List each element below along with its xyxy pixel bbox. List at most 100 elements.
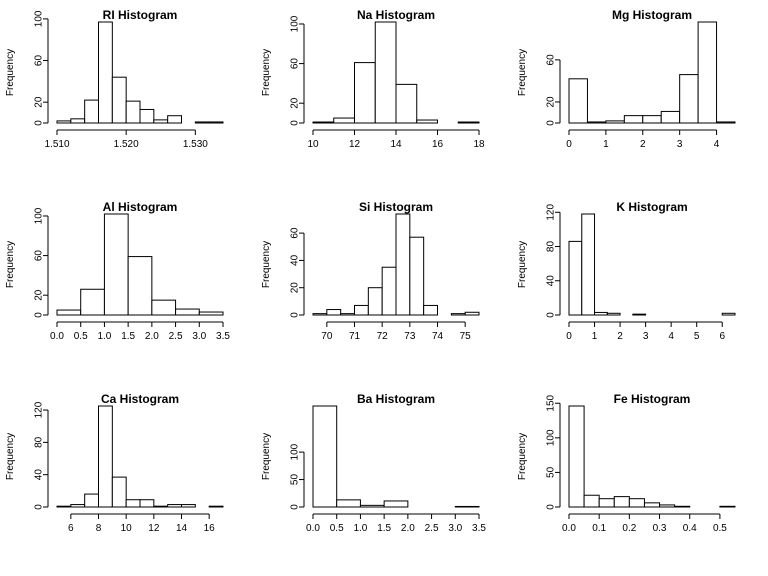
histogram-bar	[354, 62, 376, 124]
x-tick-label: 0.5	[713, 523, 727, 534]
x-tick-label: 18	[473, 139, 485, 150]
y-tick-label: 60	[34, 250, 45, 262]
y-tick-label: 0	[546, 504, 557, 510]
y-tick-label: 150	[546, 394, 557, 411]
x-tick-label: 14	[176, 523, 188, 534]
chart-title: K Histogram	[616, 200, 687, 214]
x-tick-label: 72	[377, 331, 389, 342]
fe-histogram-panel: Fe Histogram Frequency 0.0 0.1 0.2 0.3 0.4 0.5 0…	[512, 384, 768, 576]
si-histogram-svg: Si Histogram Frequency 70 71 72 73 74 75 0 20 40 60	[261, 200, 480, 342]
y-tick-label: 0	[34, 312, 45, 318]
x-tick-label: 0.5	[330, 523, 344, 534]
y-tick-label: 40	[290, 254, 301, 266]
histogram-bar	[340, 313, 355, 316]
y-tick-label: 0	[290, 312, 301, 318]
histogram-bar	[660, 110, 681, 124]
histogram-bar	[326, 309, 342, 316]
y-tick-label: 20	[34, 289, 45, 301]
histogram-bar	[111, 476, 127, 508]
histogram-bar	[175, 308, 200, 316]
y-tick-label: 20	[290, 282, 301, 294]
histogram-bar	[98, 405, 113, 508]
histogram-bar	[613, 496, 630, 508]
chart-title: Ca Histogram	[101, 392, 179, 406]
histogram-bar	[381, 266, 397, 316]
histogram-bar	[719, 505, 736, 508]
y-tick-label: 60	[34, 55, 45, 67]
x-tick-label: 2.0	[401, 523, 415, 534]
x-tick-label: 1	[592, 331, 598, 342]
y-axis-label: Frequency	[5, 49, 16, 96]
histogram-bar	[568, 405, 585, 508]
histogram-bar	[716, 121, 736, 124]
histogram-bar	[642, 115, 662, 124]
y-tick-label: 0	[34, 120, 45, 126]
y-tick-label: 50	[290, 474, 301, 486]
x-tick-label: 12	[349, 139, 361, 150]
ca-histogram-svg: Ca Histogram Frequency 6 8 10 12 14 16 0 40 80 120	[5, 392, 224, 534]
histogram-bar	[464, 311, 480, 316]
histogram-bar	[127, 256, 153, 316]
histogram-bar	[659, 504, 676, 508]
histogram-bar	[312, 405, 338, 508]
x-tick-label: 6	[68, 523, 74, 534]
histogram-bar	[84, 99, 99, 124]
histogram-bar	[153, 505, 169, 508]
histogram-bar	[697, 21, 718, 124]
x-tick-label: 2.5	[169, 331, 183, 342]
x-tick-label: 0.0	[50, 331, 64, 342]
x-tick-label: 0.0	[562, 523, 576, 534]
y-axis-label: Frequency	[5, 241, 16, 288]
y-tick-label: 100	[290, 15, 301, 32]
x-tick-label: 5	[694, 331, 700, 342]
y-tick-label: 50	[546, 466, 557, 478]
x-tick-label: 0.5	[74, 331, 88, 342]
histogram-bar	[181, 504, 196, 508]
x-tick-label: 1.0	[353, 523, 367, 534]
x-tick-label: 3.0	[448, 523, 462, 534]
x-tick-label: 2	[640, 139, 646, 150]
x-tick-label: 1	[603, 139, 609, 150]
x-tick-label: 0.1	[592, 523, 606, 534]
histogram-bar	[395, 213, 411, 316]
x-tick-label: 74	[432, 331, 444, 342]
x-tick-label: 1.0	[97, 331, 111, 342]
y-tick-label: 20	[546, 96, 557, 108]
x-tick-label: 6	[719, 331, 725, 342]
histogram-bar	[457, 121, 480, 124]
si-histogram-panel: Si Histogram Frequency 70 71 72 73 74 75 0 20 40 60	[256, 192, 512, 384]
histogram-bar	[568, 78, 588, 124]
x-tick-label: 4	[668, 331, 674, 342]
y-tick-label: 0	[546, 120, 557, 126]
histogram-bar	[208, 505, 224, 508]
y-tick-label: 0	[34, 504, 45, 510]
histogram-bar	[70, 504, 86, 508]
chart-title: RI Histogram	[103, 8, 178, 22]
fe-histogram-svg: Fe Histogram Frequency 0.0 0.1 0.2 0.3 0.4 0.5 0…	[517, 392, 736, 534]
histogram-bar	[721, 312, 736, 316]
y-tick-label: 40	[546, 275, 557, 287]
histogram-bar	[606, 312, 621, 316]
al-histogram-svg: Al Histogram Frequency 0.0 0.5 1.0 1.5 2.0 2.5 3…	[5, 200, 230, 342]
histogram-bar	[125, 499, 141, 508]
y-tick-label: 0	[290, 504, 301, 510]
x-tick-label: 0.4	[683, 523, 697, 534]
x-tick-label: 73	[404, 331, 416, 342]
ri-histogram-panel: RI Histogram Frequency 1.510 1.520 1.530 0 20 6…	[0, 0, 256, 192]
histogram-bar	[56, 505, 72, 508]
x-tick-label: 2.0	[145, 331, 159, 342]
x-tick-label: 16	[432, 139, 444, 150]
histogram-bar	[139, 108, 155, 124]
y-tick-label: 60	[290, 227, 301, 239]
y-tick-label: 100	[546, 429, 557, 446]
histogram-bar	[643, 502, 661, 508]
y-tick-label: 20	[34, 96, 45, 108]
y-tick-label: 100	[34, 207, 45, 224]
histogram-bar	[632, 313, 647, 316]
mg-histogram-panel: Mg Histogram Frequency 0 1 2 3 4 0 20 60	[512, 0, 768, 192]
x-tick-label: 3.5	[472, 523, 486, 534]
x-tick-label: 3.0	[192, 331, 206, 342]
histogram-bar	[167, 115, 183, 124]
histogram-bar	[568, 240, 583, 316]
